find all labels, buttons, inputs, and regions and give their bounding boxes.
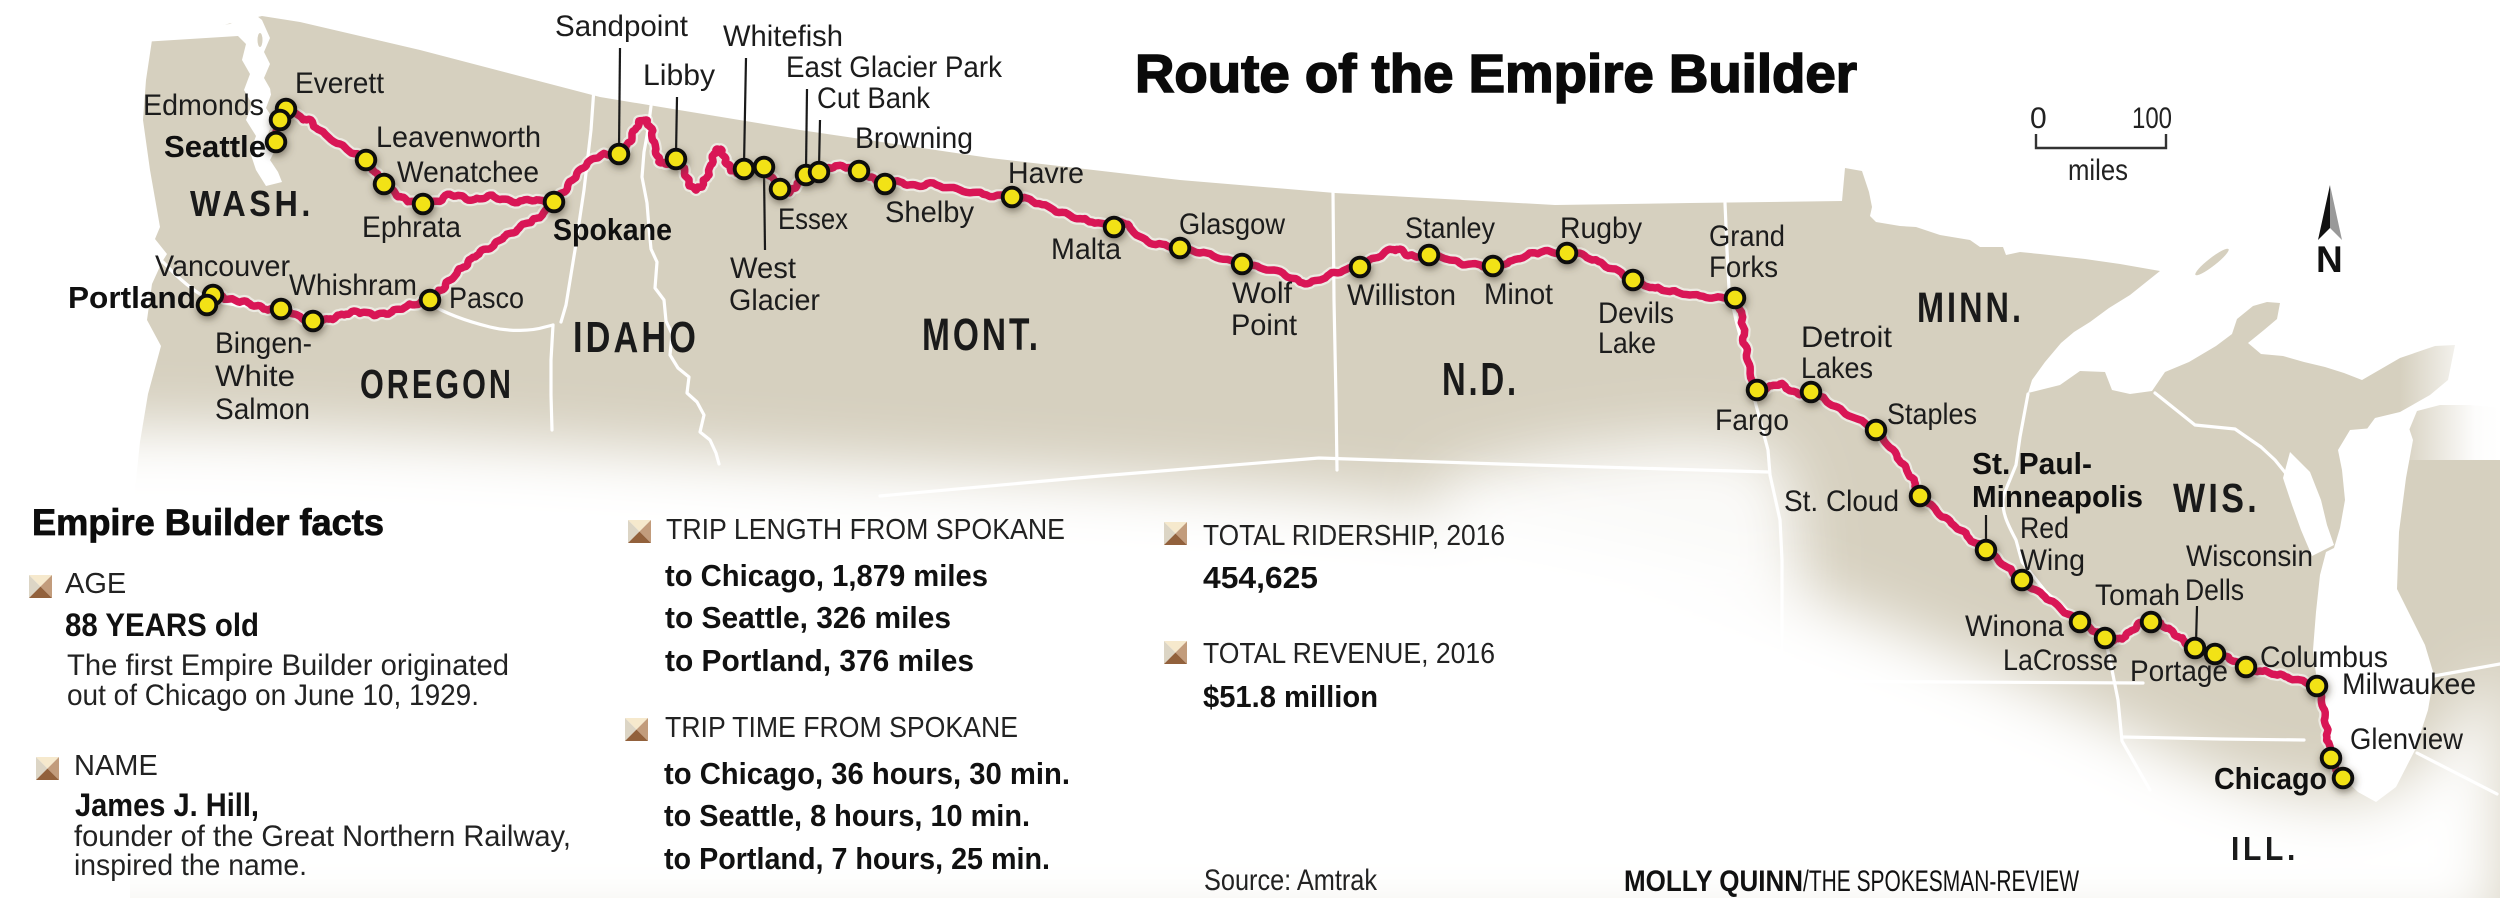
svg-text:Essex: Essex [778, 203, 848, 236]
svg-text:to Chicago, 36 hours, 30 min.: to Chicago, 36 hours, 30 min. [664, 756, 1070, 791]
svg-text:Everett: Everett [295, 67, 385, 100]
svg-text:Staples: Staples [1887, 398, 1977, 431]
svg-text:Libby: Libby [643, 59, 715, 92]
svg-text:Edmonds: Edmonds [143, 89, 264, 122]
svg-text:Browning: Browning [855, 122, 973, 155]
svg-text:Portage: Portage [2130, 655, 2228, 688]
svg-text:454,625: 454,625 [1203, 560, 1318, 595]
svg-text:Wolf: Wolf [1232, 277, 1293, 310]
svg-text:Red: Red [2020, 512, 2069, 545]
svg-text:Wing: Wing [2020, 544, 2085, 577]
svg-text:inspired the name.: inspired the name. [74, 849, 307, 882]
svg-text:Empire Builder facts: Empire Builder facts [32, 502, 384, 543]
svg-text:Williston: Williston [1347, 279, 1456, 312]
svg-text:Route of the Empire Builder: Route of the Empire Builder [1135, 44, 1857, 104]
svg-text:Chicago: Chicago [2214, 761, 2327, 796]
svg-text:Leavenworth: Leavenworth [376, 121, 541, 154]
svg-text:Grand: Grand [1709, 220, 1785, 253]
svg-text:Whishram: Whishram [289, 269, 417, 302]
svg-text:Columbus: Columbus [2260, 641, 2388, 674]
svg-text:to Portland, 376 miles: to Portland, 376 miles [665, 643, 974, 678]
svg-text:to Portland, 7 hours, 25 min.: to Portland, 7 hours, 25 min. [664, 841, 1050, 876]
svg-text:Rugby: Rugby [1560, 212, 1642, 245]
svg-text:OREGON: OREGON [360, 361, 514, 407]
svg-text:Sandpoint: Sandpoint [555, 10, 689, 43]
svg-text:NAME: NAME [74, 750, 158, 782]
svg-text:MOLLY QUINN: MOLLY QUINN [1624, 865, 1803, 898]
svg-text:East Glacier Park: East Glacier Park [786, 51, 1003, 84]
svg-text:Whitefish: Whitefish [723, 20, 843, 53]
svg-text:0: 0 [2030, 102, 2047, 135]
svg-text:LaCrosse: LaCrosse [2003, 644, 2118, 677]
svg-text:Vancouver: Vancouver [155, 250, 290, 283]
svg-text:TRIP LENGTH FROM SPOKANE: TRIP LENGTH FROM SPOKANE [666, 514, 1065, 546]
svg-text:Stanley: Stanley [1405, 212, 1495, 245]
svg-text:Lake: Lake [1598, 327, 1656, 360]
svg-text:ILL.: ILL. [2231, 830, 2299, 867]
svg-text:N: N [2316, 239, 2343, 280]
svg-text:$51.8 million: $51.8 million [1203, 679, 1378, 714]
svg-text:Salmon: Salmon [215, 393, 310, 426]
svg-text:Forks: Forks [1709, 251, 1778, 284]
svg-text:Portland: Portland [68, 280, 196, 315]
svg-text:IDAHO: IDAHO [573, 313, 699, 362]
svg-text:MONT.: MONT. [922, 309, 1041, 360]
svg-text:Spokane: Spokane [553, 212, 672, 247]
svg-text:founder of the Great Northern: founder of the Great Northern Railway, [74, 820, 571, 853]
svg-text:West: West [730, 252, 797, 285]
svg-text:N.D.: N.D. [1442, 353, 1519, 405]
svg-text:James J. Hill,: James J. Hill, [75, 787, 259, 823]
svg-text:WIS.: WIS. [2173, 475, 2260, 521]
svg-text:Malta: Malta [1051, 233, 1121, 266]
svg-text:to Seattle, 326 miles: to Seattle, 326 miles [665, 600, 951, 635]
svg-text:88 YEARS old: 88 YEARS old [65, 607, 259, 643]
svg-text:Source: Amtrak: Source: Amtrak [1204, 864, 1378, 897]
svg-text:Minneapolis: Minneapolis [1972, 479, 2143, 514]
svg-text:Minot: Minot [1484, 278, 1554, 311]
svg-text:Fargo: Fargo [1715, 404, 1789, 437]
svg-text:WASH.: WASH. [190, 183, 314, 224]
svg-text:Detroit: Detroit [1801, 321, 1893, 354]
svg-text:Lakes: Lakes [1801, 352, 1873, 385]
svg-text:TOTAL REVENUE, 2016: TOTAL REVENUE, 2016 [1203, 638, 1495, 670]
svg-text:Cut Bank: Cut Bank [817, 82, 931, 115]
svg-text:Pasco: Pasco [449, 282, 524, 315]
svg-text:Glasgow: Glasgow [1179, 208, 1285, 241]
svg-text:Point: Point [1231, 309, 1298, 342]
svg-text:to Seattle, 8 hours, 10 min.: to Seattle, 8 hours, 10 min. [664, 798, 1030, 833]
svg-text:Winona: Winona [1965, 610, 2064, 643]
svg-text:St. Paul-: St. Paul- [1972, 446, 2092, 481]
svg-text:Ephrata: Ephrata [362, 211, 461, 244]
svg-text:MINN.: MINN. [1917, 284, 2024, 332]
svg-text:St. Cloud: St. Cloud [1784, 485, 1899, 518]
svg-text:TRIP TIME FROM SPOKANE: TRIP TIME FROM SPOKANE [665, 712, 1018, 744]
svg-text:Wenatchee: Wenatchee [397, 156, 539, 189]
svg-text:/THE SPOKESMAN-REVIEW: /THE SPOKESMAN-REVIEW [1803, 865, 2079, 898]
svg-text:Dells: Dells [2185, 574, 2244, 607]
svg-text:Seattle: Seattle [164, 129, 266, 164]
svg-text:Milwaukee: Milwaukee [2342, 668, 2476, 701]
svg-text:AGE: AGE [65, 568, 126, 600]
svg-text:Havre: Havre [1008, 157, 1084, 190]
svg-text:to Chicago, 1,879 miles: to Chicago, 1,879 miles [665, 558, 988, 593]
svg-text:Tomah: Tomah [2095, 579, 2180, 612]
svg-text:White: White [215, 360, 295, 393]
svg-text:miles: miles [2068, 154, 2128, 187]
svg-text:100: 100 [2132, 102, 2172, 135]
svg-text:Bingen-: Bingen- [215, 327, 312, 360]
svg-text:Devils: Devils [1598, 297, 1674, 330]
svg-text:The first Empire Builder origi: The first Empire Builder originated [67, 649, 509, 682]
svg-text:Shelby: Shelby [885, 196, 974, 229]
svg-text:out of Chicago on June 10, 192: out of Chicago on June 10, 1929. [67, 679, 479, 712]
svg-text:TOTAL RIDERSHIP, 2016: TOTAL RIDERSHIP, 2016 [1203, 520, 1505, 552]
svg-text:Glenview: Glenview [2350, 723, 2463, 756]
svg-text:Glacier: Glacier [729, 284, 820, 317]
svg-text:Wisconsin: Wisconsin [2186, 540, 2313, 573]
